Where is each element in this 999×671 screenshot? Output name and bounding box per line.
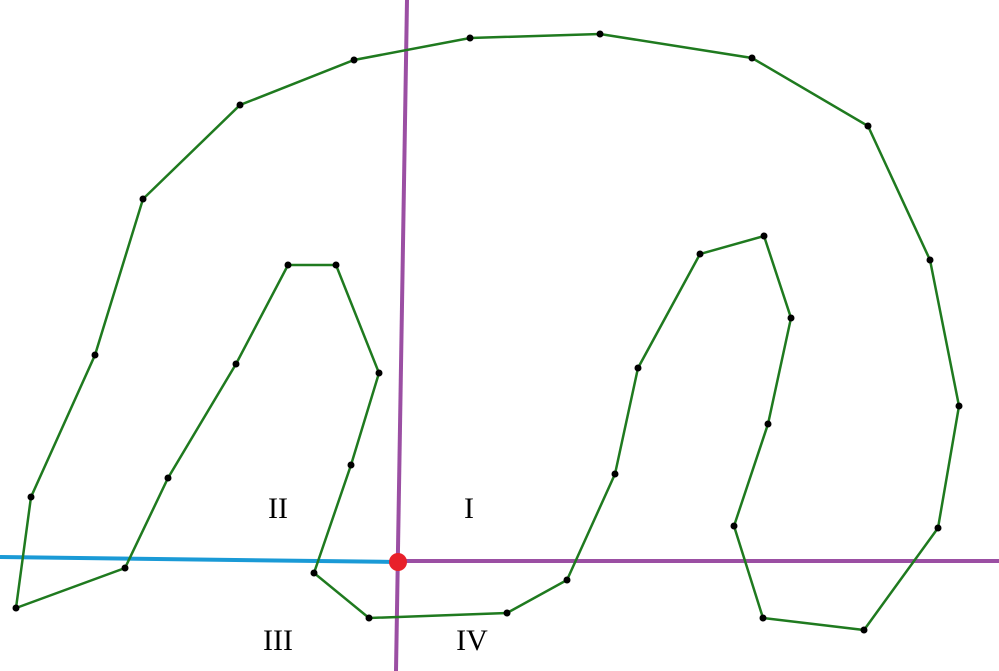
vertex [759, 614, 767, 622]
origin-point [389, 553, 407, 571]
vertex [748, 54, 756, 62]
vertex [860, 626, 868, 634]
vertex [503, 609, 511, 617]
vertex [466, 34, 474, 42]
vertex [139, 195, 147, 203]
vertex [332, 261, 340, 269]
vertex [236, 101, 244, 109]
vertex [596, 30, 604, 38]
vertex-points [12, 30, 963, 634]
vertex [611, 470, 619, 478]
vertex [563, 576, 571, 584]
vertex [121, 564, 129, 572]
vertex [764, 420, 772, 428]
vertex [926, 256, 934, 264]
vertex [634, 364, 642, 372]
vertex [350, 56, 358, 64]
vertex [934, 524, 942, 532]
horizontal-ray-left [0, 555, 399, 564]
quadrant-label-4: IV [456, 624, 488, 657]
vertex [12, 604, 20, 612]
vertex [787, 314, 795, 322]
vertex [375, 369, 383, 377]
quadrant-label-2: II [268, 492, 288, 525]
vertex [730, 522, 738, 530]
vertex [864, 122, 872, 130]
vertex [310, 569, 318, 577]
quadrant-label-3: III [263, 624, 293, 657]
vertex [27, 493, 35, 501]
vertex [91, 351, 99, 359]
vertex [696, 250, 704, 258]
vertex [365, 614, 373, 622]
vertex [347, 461, 355, 469]
vertex [284, 261, 292, 269]
closed-polygon [14, 32, 961, 632]
vertex [164, 474, 172, 482]
vertex [232, 360, 240, 368]
vertex [760, 232, 768, 240]
quadrant-label-1: I [464, 492, 474, 525]
vertex [955, 402, 963, 410]
